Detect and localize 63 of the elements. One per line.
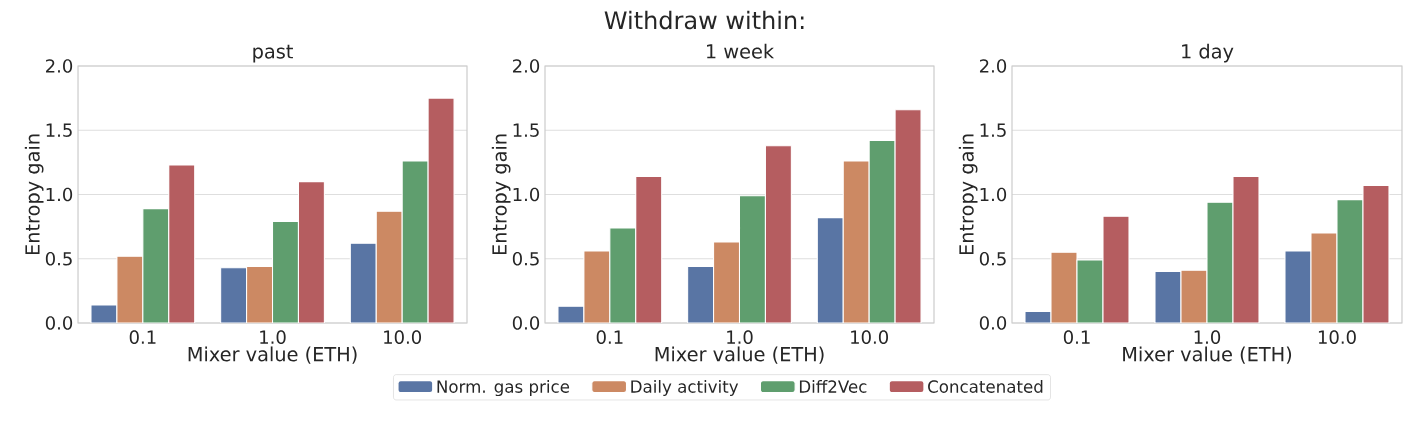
x-tick-label: 0.1 — [596, 330, 623, 344]
bar — [375, 210, 403, 323]
bar — [1336, 199, 1364, 323]
bar — [1232, 175, 1260, 323]
bar — [246, 265, 274, 323]
y-axis-title: Entropy gain — [958, 134, 978, 255]
bar — [583, 250, 611, 323]
legend-label: Diff2Vec — [799, 379, 867, 393]
legend-label: Concatenated — [928, 379, 1043, 393]
y-tick-label: 2.0 — [512, 59, 540, 73]
y-tick-label: 0.0 — [512, 316, 540, 330]
y-tick-label: 1.0 — [513, 187, 540, 202]
bar — [297, 181, 325, 323]
y-tick-label: 1.0 — [980, 187, 1007, 202]
bar — [142, 208, 170, 323]
bar — [1310, 232, 1338, 323]
chart-title: 1 week — [707, 43, 775, 59]
y-tick-label: 0.5 — [979, 251, 1006, 266]
bar — [427, 97, 455, 323]
chart-title: past — [253, 44, 293, 63]
bar — [635, 175, 663, 323]
x-tick-label: 0.1 — [1063, 330, 1090, 344]
bar — [1206, 201, 1234, 323]
x-tick-label: 1.0 — [1194, 330, 1221, 344]
legend-label: Norm. gas price — [437, 379, 570, 397]
y-tick-label: 1.0 — [46, 187, 73, 202]
y-tick-label: 2.0 — [46, 59, 73, 73]
bar — [401, 160, 429, 323]
bar — [713, 241, 741, 323]
bar — [1102, 215, 1130, 323]
y-tick-label: 0.0 — [45, 316, 73, 330]
chart-title: 1 day — [1182, 43, 1234, 63]
y-axis-title: Entropy gain — [24, 134, 44, 255]
bar — [894, 109, 922, 323]
y-tick-label: 1.5 — [980, 123, 1006, 137]
x-axis-title: Mixer value (ETH) — [188, 346, 357, 364]
bar — [609, 227, 637, 323]
y-axis-title: Entropy gain — [491, 134, 511, 255]
y-tick-label: 1.5 — [46, 123, 72, 137]
y-tick-label: 2.0 — [979, 59, 1007, 73]
bar — [116, 255, 144, 323]
x-tick-label: 0.1 — [129, 330, 156, 344]
bar — [738, 195, 766, 323]
y-tick-label: 0.5 — [512, 251, 539, 266]
bar — [764, 145, 792, 323]
legend-label: Daily activity — [631, 379, 739, 397]
x-axis-title: Mixer value (ETH) — [655, 346, 824, 364]
x-tick-label: 1.0 — [727, 330, 753, 344]
bar — [271, 220, 299, 323]
x-tick-label: 10.0 — [1318, 330, 1356, 344]
bar — [168, 164, 196, 323]
bar — [1050, 251, 1078, 323]
bar — [868, 139, 896, 323]
x-axis-title: Mixer value (ETH) — [1123, 346, 1292, 364]
x-tick-label: 1.0 — [260, 330, 286, 344]
y-tick-label: 1.5 — [513, 123, 539, 137]
bar — [842, 160, 870, 323]
x-tick-label: 10.0 — [384, 330, 422, 344]
y-tick-label: 0.5 — [45, 251, 72, 266]
text: Withdraw within: — [604, 10, 804, 30]
y-tick-label: 0.0 — [979, 316, 1007, 330]
x-tick-label: 10.0 — [851, 330, 889, 344]
bar — [1362, 184, 1390, 323]
